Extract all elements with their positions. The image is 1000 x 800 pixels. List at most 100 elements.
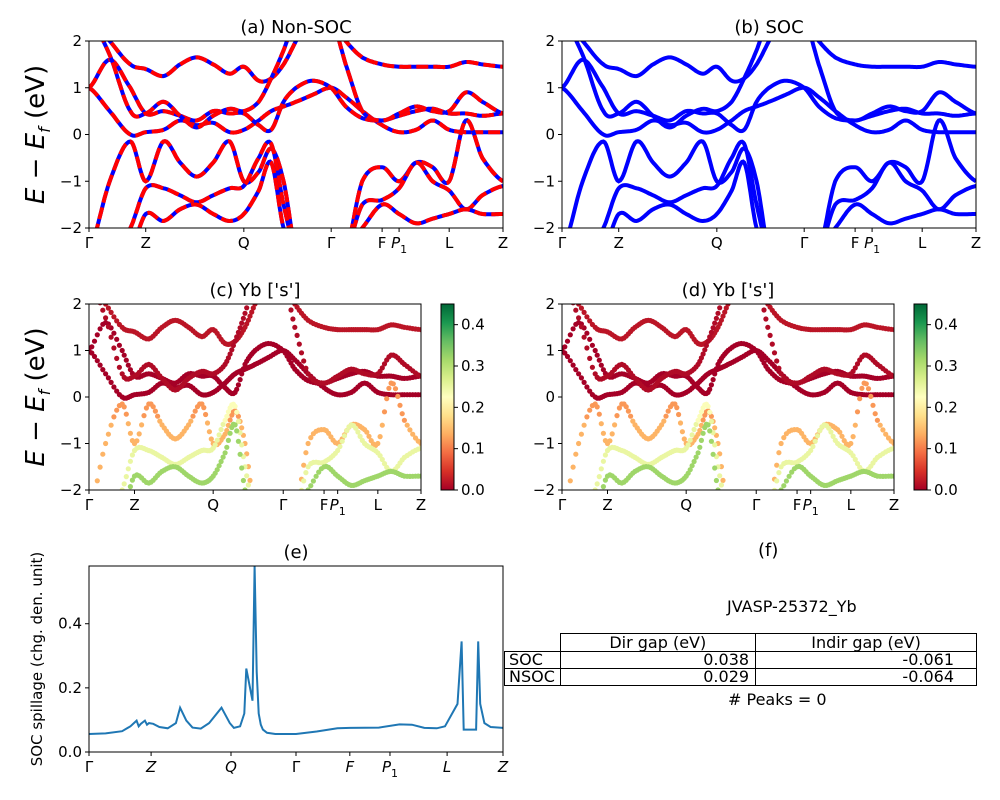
- y-tick-label: −2: [533, 481, 555, 499]
- band-point: [244, 473, 250, 479]
- band-point: [150, 404, 156, 410]
- x-tick-label: Γ: [85, 234, 94, 252]
- band-point: [203, 411, 209, 418]
- band-point: [763, 512, 768, 517]
- band-point: [868, 393, 874, 399]
- band-point: [224, 444, 230, 450]
- band-point: [771, 487, 778, 490]
- band-point: [234, 428, 240, 434]
- band-point: [366, 433, 372, 439]
- band-point: [261, 513, 266, 518]
- band-point: [891, 445, 894, 451]
- colorbar-tick-label: 0.0: [934, 481, 958, 499]
- band-point: [100, 297, 105, 302]
- band-point: [718, 482, 725, 488]
- band-point: [744, 511, 749, 516]
- band-point: [584, 502, 589, 507]
- band-point: [95, 512, 100, 517]
- band-line: [580, 41, 976, 84]
- band-point: [724, 506, 729, 511]
- band-point: [817, 428, 823, 434]
- band-line: [94, 118, 503, 228]
- label-part: f: [35, 125, 54, 133]
- band-point: [268, 511, 273, 516]
- colorbar-tick-label: 0.4: [934, 316, 958, 334]
- y-tick-label: 0.4: [58, 615, 82, 633]
- band-point: [234, 409, 240, 415]
- band-point: [157, 418, 163, 424]
- band-point: [119, 487, 125, 490]
- band-point: [786, 473, 792, 479]
- band-point: [573, 297, 578, 302]
- band-point: [384, 396, 390, 402]
- band-point: [305, 487, 311, 490]
- band-point: [186, 422, 192, 428]
- band-point: [418, 373, 421, 379]
- band-point: [222, 417, 228, 423]
- band-point: [111, 513, 116, 518]
- band-point: [665, 408, 671, 414]
- band-point: [722, 309, 728, 315]
- band-point: [573, 367, 579, 373]
- band-point: [891, 327, 894, 333]
- band-point: [700, 430, 706, 436]
- band-point: [121, 404, 127, 410]
- band-point: [305, 371, 311, 377]
- band-point: [251, 503, 256, 508]
- band-point: [687, 437, 693, 443]
- band-point: [111, 314, 117, 320]
- y-tick-label: −1: [533, 172, 555, 190]
- colorbar-tick-label: 0.1: [934, 440, 958, 458]
- band-point: [697, 413, 703, 419]
- band-point: [850, 434, 856, 440]
- band-point: [707, 386, 713, 392]
- band-point: [379, 365, 385, 371]
- band-point: [136, 431, 142, 437]
- band-point: [746, 511, 751, 516]
- band-point: [570, 464, 576, 470]
- band-point: [872, 411, 878, 417]
- band-point: [143, 405, 149, 411]
- x-tick-label: Z: [497, 758, 509, 776]
- band-point: [292, 511, 297, 516]
- band-point: [674, 405, 680, 411]
- cell-indir-gap: -0.064: [755, 667, 977, 686]
- band-point: [271, 511, 276, 516]
- band-point: [271, 511, 276, 516]
- band-point: [584, 384, 590, 390]
- band-point: [693, 421, 699, 427]
- subscript: 1: [339, 505, 346, 518]
- row-label: NSOC: [504, 667, 561, 686]
- band-point: [587, 355, 593, 361]
- band-point: [562, 281, 567, 286]
- band-point: [728, 513, 733, 518]
- band-point: [116, 364, 122, 370]
- band-point: [695, 450, 701, 456]
- band-point: [261, 511, 266, 516]
- band-point: [222, 450, 228, 456]
- band-point: [679, 429, 686, 435]
- y-tick-label: 0: [545, 126, 555, 144]
- band-point: [123, 474, 129, 480]
- x-tick-label: F: [320, 496, 329, 514]
- band-point: [812, 438, 818, 444]
- band-point: [242, 310, 248, 316]
- plot-area: [562, 281, 894, 518]
- band-point: [259, 512, 264, 517]
- band-point: [612, 422, 618, 428]
- band-point: [776, 365, 782, 371]
- y-tick-label: 2: [545, 295, 555, 313]
- band-point: [710, 377, 716, 383]
- y-tick-label: 0.2: [58, 679, 82, 697]
- band-point: [255, 515, 260, 520]
- band-point: [257, 514, 262, 519]
- band-point: [567, 478, 573, 484]
- band-point: [264, 511, 269, 516]
- band-point: [761, 307, 767, 313]
- band-point: [741, 511, 746, 516]
- band-point: [109, 512, 114, 517]
- colorbar: [440, 303, 455, 491]
- x-tick-label: L: [918, 234, 927, 252]
- band-point: [335, 447, 341, 454]
- band-point: [257, 512, 262, 517]
